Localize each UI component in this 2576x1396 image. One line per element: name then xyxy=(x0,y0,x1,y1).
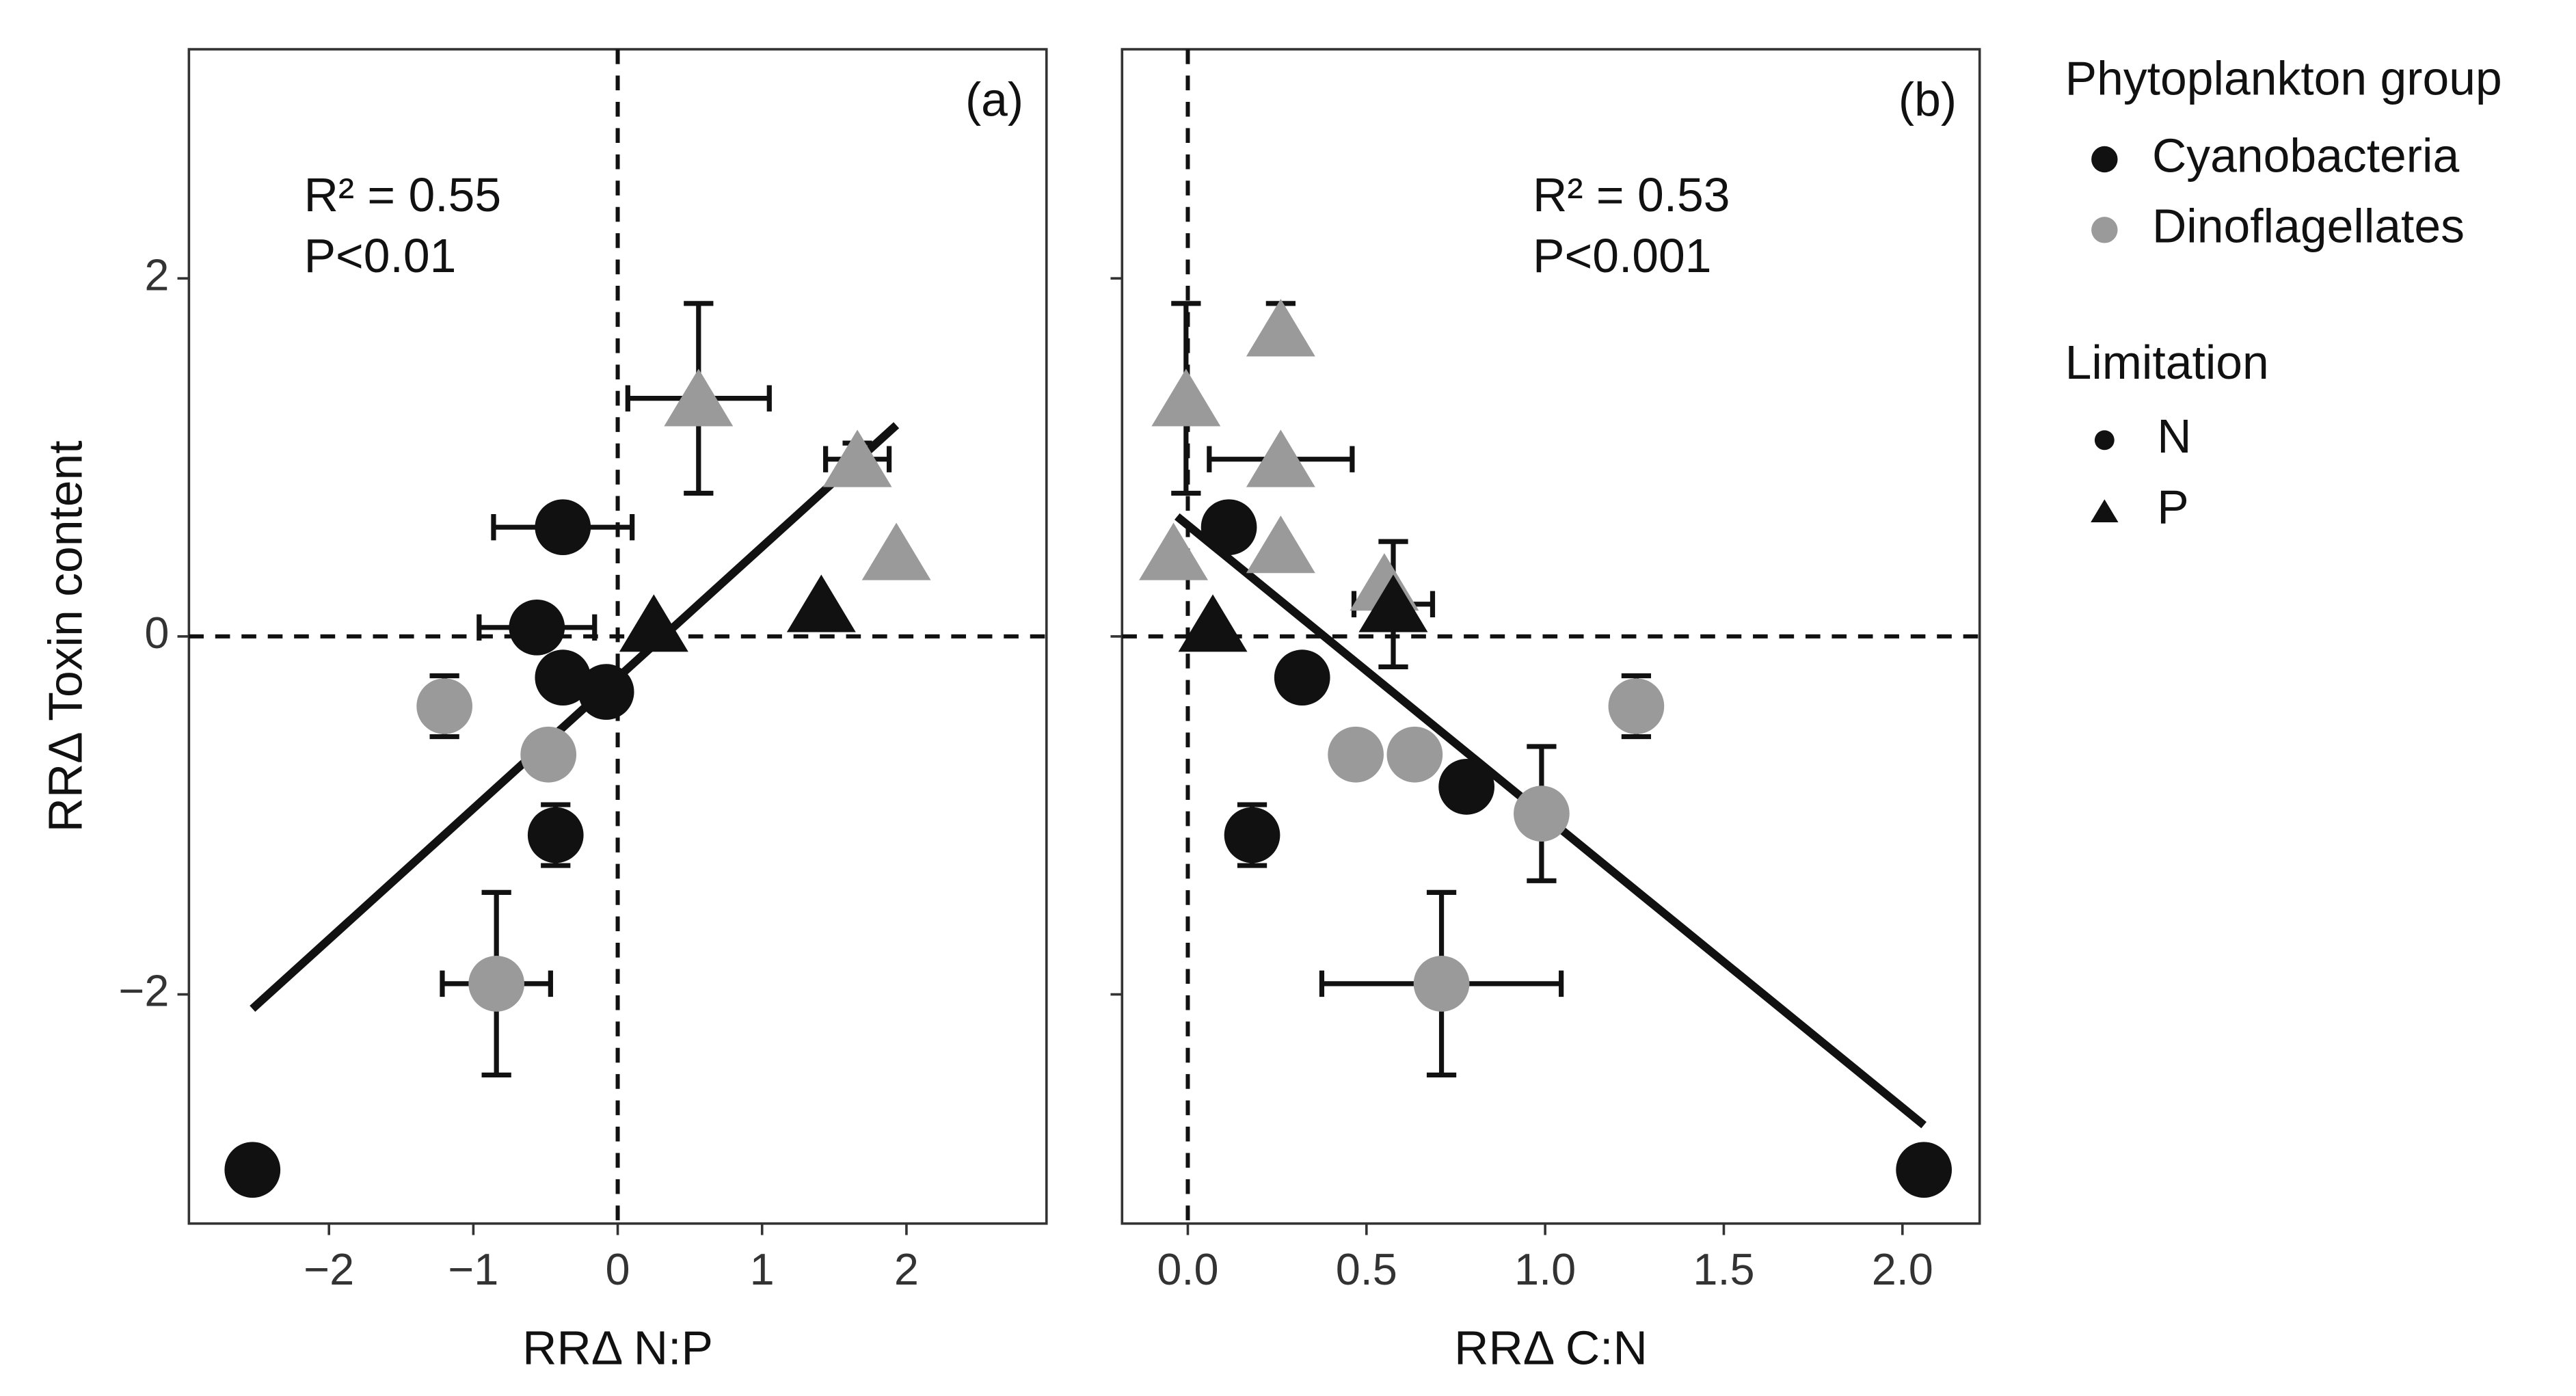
point xyxy=(527,807,584,863)
legend-swatch xyxy=(2091,499,2119,522)
y-tick-label: 2 xyxy=(144,250,169,299)
x-tick-label: 0.0 xyxy=(1157,1244,1218,1294)
legend-label: N xyxy=(2157,410,2191,463)
x-tick-label: 1.0 xyxy=(1514,1244,1576,1294)
panel-label: (a) xyxy=(965,73,1023,126)
x-tick-label: 0 xyxy=(606,1244,630,1294)
point xyxy=(1608,678,1665,734)
point xyxy=(1328,726,1384,783)
annotation: P<0.001 xyxy=(1533,229,1711,282)
point xyxy=(1438,759,1494,815)
point xyxy=(1514,786,1570,842)
legend-label: Dinoflagellates xyxy=(2152,200,2465,253)
point xyxy=(1896,1142,1953,1198)
point xyxy=(619,594,688,652)
regression-line xyxy=(250,422,900,1012)
point xyxy=(468,956,525,1012)
point xyxy=(1413,956,1470,1012)
point xyxy=(786,574,856,632)
y-tick-label: −2 xyxy=(119,966,170,1016)
point xyxy=(509,599,565,656)
point xyxy=(1386,726,1443,783)
y-axis-label: RRΔ Toxin content xyxy=(38,440,92,832)
point xyxy=(1224,807,1280,863)
x-tick-label: 1 xyxy=(750,1244,775,1294)
point xyxy=(578,664,634,720)
point xyxy=(1246,515,1315,574)
point xyxy=(1246,429,1315,487)
point xyxy=(1151,368,1221,427)
point xyxy=(861,522,931,580)
point xyxy=(822,429,892,487)
point xyxy=(224,1142,281,1198)
annotation: R² = 0.53 xyxy=(1533,168,1730,222)
annotation: P<0.01 xyxy=(304,229,457,282)
annotation: R² = 0.55 xyxy=(304,168,502,222)
point xyxy=(1246,299,1315,357)
legend-swatch xyxy=(2091,146,2118,173)
x-tick-label: −1 xyxy=(448,1244,498,1294)
x-tick-label: 2 xyxy=(894,1244,919,1294)
point xyxy=(520,726,577,783)
point xyxy=(664,368,734,427)
x-axis-label: RRΔ N:P xyxy=(522,1321,713,1375)
point xyxy=(1274,649,1330,706)
point xyxy=(1200,499,1257,556)
point xyxy=(1178,594,1248,652)
legend-title: Phytoplankton group xyxy=(2065,52,2502,105)
legend-label: P xyxy=(2157,481,2188,534)
x-tick-label: −2 xyxy=(304,1244,354,1294)
legend-swatch xyxy=(2091,217,2118,243)
x-tick-label: 1.5 xyxy=(1693,1244,1754,1294)
point xyxy=(535,499,591,556)
legend-swatch xyxy=(2094,430,2115,451)
point xyxy=(535,649,591,706)
x-tick-label: 0.5 xyxy=(1336,1244,1397,1294)
panel-label: (b) xyxy=(1899,73,1957,126)
y-tick-label: 0 xyxy=(144,608,169,658)
point xyxy=(416,678,472,734)
legend-label: Cyanobacteria xyxy=(2152,129,2459,182)
legend-title: Limitation xyxy=(2065,336,2269,389)
x-tick-label: 2.0 xyxy=(1872,1244,1933,1294)
point xyxy=(1139,522,1209,580)
point xyxy=(1358,574,1428,632)
x-axis-label: RRΔ C:N xyxy=(1454,1321,1648,1375)
